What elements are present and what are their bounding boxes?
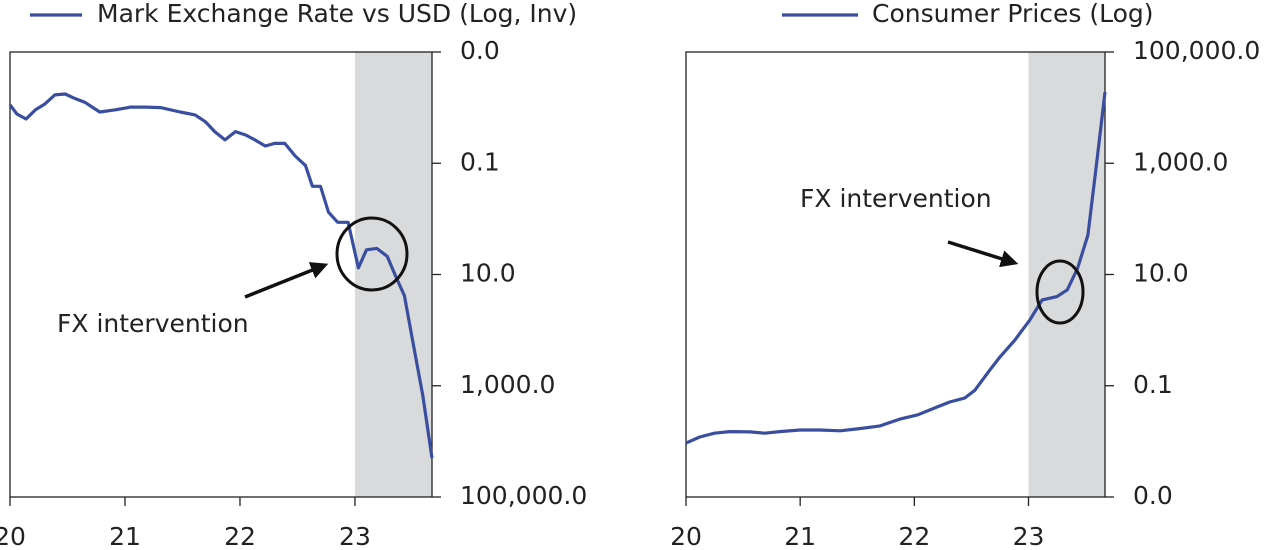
y-tick-label: 100,000.0 (1133, 36, 1260, 65)
y-tick-label: 100,000.0 (460, 481, 587, 510)
y-tick-label: 0.0 (460, 36, 500, 65)
annotation-circle (335, 216, 409, 292)
legend-label: Consumer Prices (Log) (872, 0, 1154, 28)
legend-label: Mark Exchange Rate vs USD (Log, Inv) (97, 0, 577, 28)
x-tick-label: 20 (670, 522, 702, 550)
annotation: FX intervention (57, 309, 249, 338)
annotation-circle (1035, 259, 1085, 325)
annotation: FX intervention (800, 184, 992, 213)
x-tick-label: 21 (109, 522, 141, 550)
y-tick-label: 10.0 (460, 259, 516, 288)
x-tick-label: 23 (1013, 522, 1045, 550)
y-tick-label: 0.0 (1133, 481, 1173, 510)
x-tick-label: 23 (339, 522, 371, 550)
x-tick-label: 22 (224, 522, 256, 550)
annotation-arrow (244, 262, 329, 299)
x-tick-label: 21 (784, 522, 816, 550)
data-line (685, 91, 1107, 445)
annotation-arrow (947, 240, 1019, 268)
x-tick-label: 20 (0, 522, 26, 550)
y-tick-label: 10.0 (1133, 259, 1189, 288)
y-tick-label: 1,000.0 (460, 370, 555, 399)
data-line (8, 92, 434, 459)
y-tick-label: 0.1 (460, 147, 500, 176)
x-tick-label: 22 (898, 522, 930, 550)
y-tick-label: 1,000.0 (1133, 147, 1228, 176)
y-tick-label: 0.1 (1133, 370, 1173, 399)
